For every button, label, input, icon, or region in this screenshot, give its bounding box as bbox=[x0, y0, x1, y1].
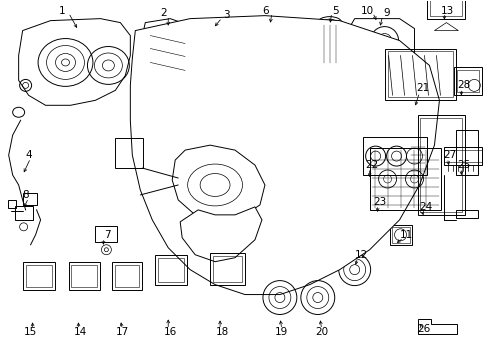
Text: 12: 12 bbox=[354, 250, 367, 260]
Text: 21: 21 bbox=[415, 84, 428, 93]
Bar bbox=[455, 130, 477, 175]
Bar bbox=[362, 137, 427, 175]
Text: 28: 28 bbox=[457, 80, 470, 90]
Bar bbox=[22, 262, 55, 289]
Text: 23: 23 bbox=[372, 197, 386, 207]
Text: 1: 1 bbox=[59, 6, 66, 15]
Bar bbox=[158, 258, 184, 282]
Text: 13: 13 bbox=[440, 6, 453, 15]
Text: 9: 9 bbox=[383, 8, 389, 18]
Bar bbox=[444, 150, 481, 162]
Bar bbox=[384, 49, 455, 100]
Text: 10: 10 bbox=[360, 6, 373, 15]
Text: 5: 5 bbox=[332, 6, 338, 15]
Bar bbox=[456, 71, 478, 92]
Bar bbox=[95, 226, 117, 242]
Text: 19: 19 bbox=[275, 327, 288, 337]
Bar bbox=[25, 265, 51, 287]
Bar bbox=[155, 255, 187, 285]
Bar bbox=[391, 227, 408, 243]
Polygon shape bbox=[417, 319, 456, 334]
Text: 11: 11 bbox=[399, 230, 412, 240]
Bar bbox=[260, 23, 279, 60]
Text: 24: 24 bbox=[418, 202, 431, 212]
Text: 8: 8 bbox=[22, 190, 29, 200]
Bar bbox=[453, 67, 481, 95]
Bar bbox=[15, 206, 33, 220]
Text: 27: 27 bbox=[442, 150, 455, 160]
Text: 17: 17 bbox=[116, 327, 129, 337]
Polygon shape bbox=[347, 19, 414, 62]
Polygon shape bbox=[172, 145, 264, 220]
Polygon shape bbox=[130, 15, 439, 294]
Bar bbox=[115, 265, 139, 287]
Text: 14: 14 bbox=[74, 327, 87, 337]
Bar bbox=[429, 0, 462, 15]
Bar bbox=[207, 21, 223, 31]
Text: 7: 7 bbox=[104, 230, 110, 240]
Bar bbox=[417, 115, 465, 215]
Text: 16: 16 bbox=[163, 327, 177, 337]
Polygon shape bbox=[180, 207, 262, 262]
Bar bbox=[71, 265, 97, 287]
Polygon shape bbox=[140, 19, 195, 90]
Text: 6: 6 bbox=[262, 6, 269, 15]
Bar bbox=[387, 51, 452, 97]
Bar bbox=[455, 210, 477, 218]
Bar bbox=[8, 200, 16, 208]
Polygon shape bbox=[19, 19, 130, 105]
Text: 20: 20 bbox=[315, 327, 327, 337]
Text: 26: 26 bbox=[416, 324, 429, 334]
Text: 15: 15 bbox=[24, 327, 37, 337]
Bar bbox=[369, 148, 441, 210]
Bar bbox=[213, 256, 242, 282]
Bar bbox=[115, 138, 143, 168]
Bar bbox=[444, 147, 481, 165]
Text: 2: 2 bbox=[160, 8, 166, 18]
Text: 3: 3 bbox=[223, 10, 229, 20]
Bar bbox=[420, 118, 462, 212]
Bar bbox=[68, 262, 100, 289]
Bar bbox=[210, 253, 244, 285]
Text: 25: 25 bbox=[457, 160, 470, 170]
Text: 22: 22 bbox=[364, 160, 378, 170]
Bar bbox=[389, 225, 411, 245]
Bar bbox=[212, 30, 218, 40]
Text: 18: 18 bbox=[215, 327, 228, 337]
Text: 4: 4 bbox=[25, 150, 32, 160]
Bar bbox=[112, 262, 142, 289]
Bar bbox=[427, 0, 465, 19]
Bar bbox=[22, 193, 37, 205]
Bar bbox=[317, 23, 341, 66]
